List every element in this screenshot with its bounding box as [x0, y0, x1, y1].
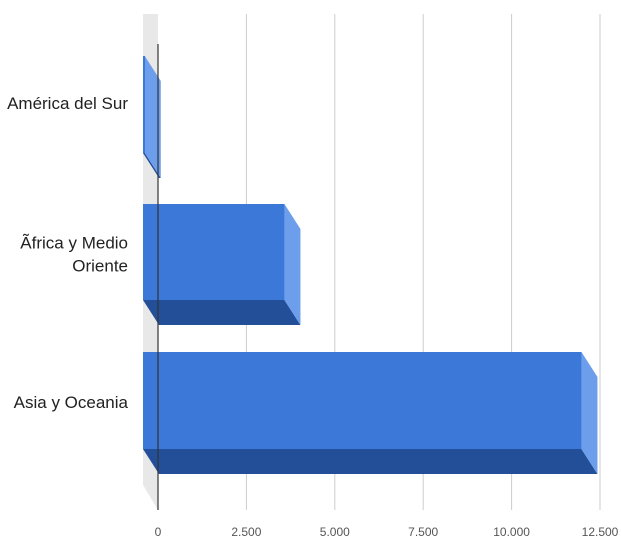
- bar-bottom-face: [143, 153, 161, 178]
- bar-bottom-face: [143, 300, 301, 325]
- bar-side-face: [581, 352, 598, 474]
- bar-side-face: [144, 56, 161, 178]
- bars: [143, 56, 598, 474]
- category-label: Asia y Oceania: [14, 393, 129, 412]
- bar-side-face: [284, 204, 301, 325]
- x-tick-label: 2.500: [231, 525, 261, 538]
- category-label: América del Sur: [7, 94, 128, 113]
- bar-bottom-face: [143, 449, 598, 474]
- x-tick-label: 12.500: [582, 525, 619, 538]
- bar: [143, 352, 598, 474]
- bar: [143, 204, 301, 325]
- bar-front-face: [143, 352, 582, 449]
- x-tick-label: 7.500: [408, 525, 438, 538]
- bar-front-face: [143, 204, 285, 300]
- x-tick-label: 0: [155, 525, 162, 538]
- x-tick-label: 5.000: [320, 525, 350, 538]
- labels: 0 2.500 5.000 7.500 10.000 12.500 América del …: [7, 94, 619, 538]
- x-tick-label: 10.000: [493, 525, 530, 538]
- bar: [143, 56, 161, 178]
- category-label: Ãfrica y Medio Oriente: [20, 234, 128, 276]
- bar-front-face: [143, 56, 145, 153]
